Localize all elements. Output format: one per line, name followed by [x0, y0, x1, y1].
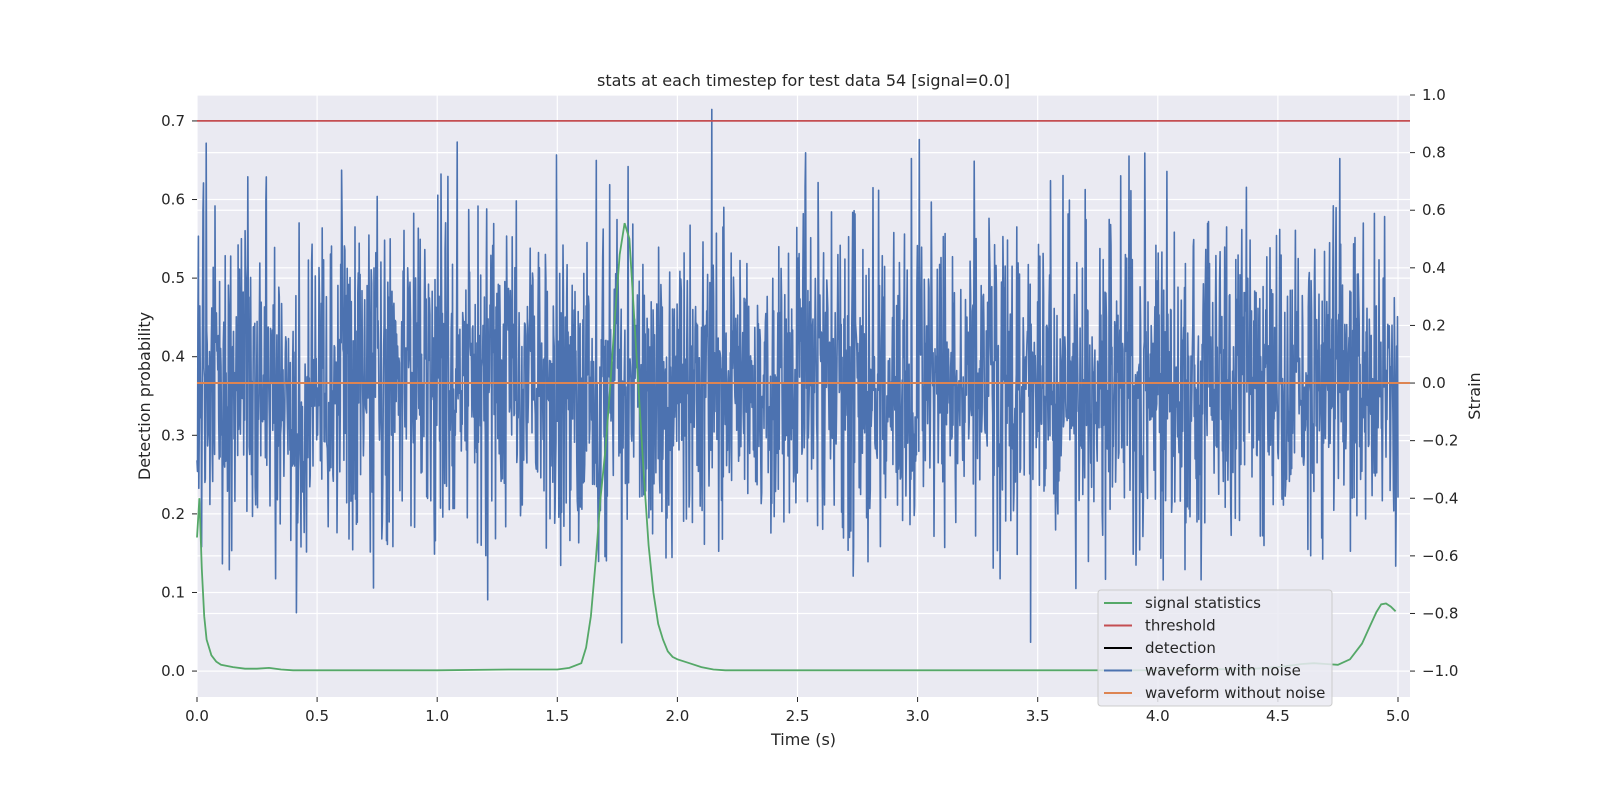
y2-tick-label: −0.2: [1422, 432, 1458, 450]
y2-tick-label: −1.0: [1422, 662, 1458, 680]
legend-entry: waveform with noise: [1145, 662, 1301, 680]
x-tick-label: 5.0: [1386, 707, 1410, 725]
y2-tick-label: −0.4: [1422, 489, 1458, 507]
x-tick-label: 4.0: [1146, 707, 1170, 725]
legend-entry: signal statistics: [1145, 594, 1261, 612]
x-tick-label: 3.5: [1026, 707, 1050, 725]
x-tick-label: 2.5: [786, 707, 810, 725]
y-tick-label: 0.4: [161, 348, 185, 366]
y2-tick-label: 0.8: [1422, 144, 1446, 162]
y2-tick-label: −0.6: [1422, 547, 1458, 565]
y-tick-label: 0.3: [161, 426, 185, 444]
y2-tick-label: 1.0: [1422, 86, 1446, 104]
y-tick-label: 0.6: [161, 191, 185, 209]
series-waveform-with-noise: [196, 108, 1399, 644]
legend-entry: detection: [1145, 639, 1216, 657]
y-tick-label: 0.7: [161, 112, 185, 130]
x-tick-label: 0.5: [305, 707, 329, 725]
y2-tick-label: 0.0: [1422, 374, 1446, 392]
y2-tick-label: 0.2: [1422, 316, 1446, 334]
x-tick-label: 1.0: [425, 707, 449, 725]
y2-tick-label: 0.4: [1422, 259, 1446, 277]
y2-tick-label: −0.8: [1422, 604, 1458, 622]
legend-entry: threshold: [1145, 617, 1216, 635]
x-axis-label: Time (s): [770, 730, 836, 749]
x-tick-label: 1.5: [545, 707, 569, 725]
ticks: 0.0 0.5 1.0 1.5 2.0 2.5 3.0 3.5 4.0 4.5 5.0 0.0 0.1 0…: [161, 86, 1458, 725]
legend: signal statistics threshold detection wavef…: [1097, 589, 1333, 707]
y-tick-label: 0.0: [161, 662, 185, 680]
x-tick-label: 2.0: [665, 707, 689, 725]
y2-tick-label: 0.6: [1422, 201, 1446, 219]
y-tick-label: 0.2: [161, 505, 185, 523]
chart-title: stats at each timestep for test data 54 …: [597, 71, 1010, 90]
waveform-with-noise-series: [196, 108, 1399, 644]
y2-axis-label: Strain: [1465, 372, 1484, 419]
y-tick-label: 0.5: [161, 269, 185, 287]
y-axis-label: Detection probability: [135, 312, 154, 480]
x-tick-label: 0.0: [185, 707, 209, 725]
legend-box: [1097, 589, 1333, 707]
x-tick-label: 3.0: [906, 707, 930, 725]
legend-entry: waveform without noise: [1145, 684, 1325, 702]
y-tick-label: 0.1: [161, 583, 185, 601]
x-tick-label: 4.5: [1266, 707, 1290, 725]
